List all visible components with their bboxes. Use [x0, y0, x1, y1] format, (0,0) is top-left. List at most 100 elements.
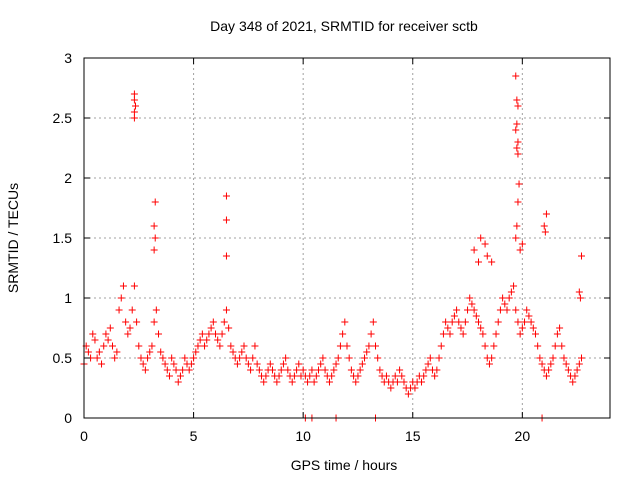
- data-point: [117, 294, 125, 302]
- data-point: [367, 330, 375, 338]
- data-point: [512, 126, 520, 134]
- data-point: [150, 246, 158, 254]
- data-point: [288, 378, 296, 386]
- data-point: [139, 360, 147, 368]
- data-point: [150, 318, 158, 326]
- data-point: [516, 330, 524, 338]
- y-tick-label: 3: [64, 50, 72, 66]
- data-point: [172, 366, 180, 374]
- data-point: [578, 354, 586, 362]
- data-point: [209, 318, 217, 326]
- data-point: [119, 282, 127, 290]
- data-point: [130, 108, 138, 116]
- data-point: [347, 366, 355, 374]
- data-point: [514, 198, 522, 206]
- data-point: [332, 360, 340, 368]
- data-point: [310, 378, 318, 386]
- data-point: [424, 360, 432, 368]
- data-point: [551, 342, 559, 350]
- data-point: [130, 90, 138, 98]
- tick-labels: 0 5 10 15 20 0 0.5 1 1.5 2 2.5 3: [53, 50, 531, 444]
- data-point: [251, 342, 259, 350]
- data-point: [475, 318, 482, 326]
- data-point: [115, 306, 123, 314]
- data-point: [233, 360, 241, 368]
- data-point: [225, 324, 233, 332]
- data-point: [130, 96, 138, 104]
- data-point: [483, 252, 491, 260]
- data-point: [352, 378, 360, 386]
- data-point: [358, 360, 366, 368]
- data-point: [512, 72, 520, 80]
- data-point: [573, 366, 581, 374]
- data-point: [236, 354, 244, 362]
- data-point: [564, 366, 572, 374]
- data-point: [459, 330, 467, 338]
- data-point: [518, 324, 526, 332]
- data-point: [328, 372, 336, 380]
- data-point: [306, 372, 314, 380]
- data-point: [132, 102, 140, 110]
- data-points: [80, 72, 586, 422]
- data-point: [102, 330, 110, 338]
- data-point: [437, 342, 445, 350]
- data-point: [562, 360, 570, 368]
- data-point: [304, 378, 312, 386]
- data-point: [426, 354, 434, 362]
- data-point: [179, 366, 187, 374]
- data-point: [492, 330, 500, 338]
- data-point: [170, 360, 178, 368]
- data-point: [222, 306, 230, 314]
- data-point: [336, 342, 344, 350]
- data-point: [93, 354, 101, 362]
- data-point: [205, 330, 213, 338]
- data-point: [516, 246, 524, 254]
- data-point: [277, 366, 285, 374]
- data-point: [411, 384, 419, 392]
- data-point: [571, 372, 579, 380]
- data-point: [481, 240, 489, 248]
- data-point: [547, 360, 555, 368]
- data-point: [513, 144, 521, 152]
- data-point: [130, 114, 138, 122]
- data-point: [284, 366, 292, 374]
- data-point: [308, 366, 316, 374]
- data-point: [453, 306, 461, 314]
- data-point: [95, 348, 103, 356]
- data-point: [468, 300, 476, 308]
- data-point: [249, 354, 257, 362]
- y-axis-label: SRMTID / TECUs: [5, 183, 21, 293]
- data-point: [100, 342, 108, 350]
- data-point: [151, 234, 159, 242]
- data-point: [266, 360, 274, 368]
- data-point: [84, 348, 92, 356]
- data-point: [569, 378, 577, 386]
- chart-title: Day 348 of 2021, SRMTID for receiver sct…: [210, 18, 478, 34]
- data-point: [216, 342, 224, 350]
- data-point: [135, 342, 143, 350]
- data-point: [488, 258, 496, 266]
- data-point: [457, 324, 465, 332]
- data-point: [501, 300, 509, 308]
- data-point: [155, 330, 163, 338]
- data-point: [141, 366, 149, 374]
- data-point: [157, 348, 165, 356]
- data-point: [514, 138, 522, 146]
- data-point: [242, 354, 250, 362]
- data-point: [222, 216, 230, 224]
- data-point: [439, 330, 447, 338]
- x-tick-label: 10: [295, 428, 311, 444]
- data-point: [477, 234, 485, 242]
- data-point: [369, 318, 377, 326]
- data-point: [470, 246, 478, 254]
- data-point: [542, 210, 550, 218]
- data-point: [538, 360, 546, 368]
- data-point: [137, 354, 145, 362]
- data-point: [315, 366, 323, 374]
- data-point: [255, 366, 263, 374]
- data-point: [339, 330, 347, 338]
- data-point: [513, 96, 521, 104]
- data-point: [534, 342, 542, 350]
- data-point: [396, 366, 404, 374]
- data-point: [553, 330, 561, 338]
